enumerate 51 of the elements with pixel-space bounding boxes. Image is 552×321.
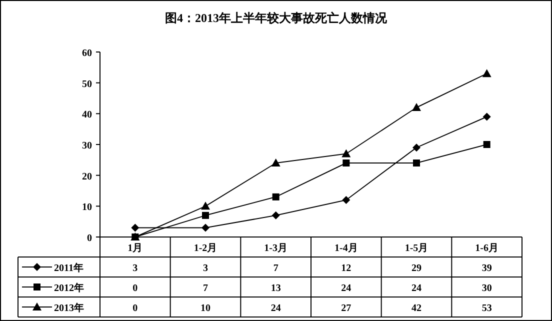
point xyxy=(272,193,280,200)
data-label: 13 xyxy=(270,283,281,294)
x-tick-label: 1月 xyxy=(128,243,143,254)
legend-label: 2013年 xyxy=(54,302,84,314)
x-tick-label: 1-2月 xyxy=(194,243,218,254)
point xyxy=(413,160,420,166)
point xyxy=(201,202,210,210)
point xyxy=(483,141,490,148)
chart-title: 图4：2013年上半年较大事故死亡人数情况 xyxy=(165,11,388,25)
point xyxy=(202,224,210,232)
x-tick-label: 1-3月 xyxy=(264,243,288,254)
point xyxy=(342,149,351,158)
data-label: 53 xyxy=(482,303,492,314)
point xyxy=(412,103,421,111)
data-label: 27 xyxy=(341,303,352,314)
data-label: 0 xyxy=(132,303,138,314)
data-label: 3 xyxy=(203,263,208,274)
legend-label: 2011年 xyxy=(54,262,84,274)
point xyxy=(271,158,280,166)
data-label: 0 xyxy=(132,283,138,294)
data-label: 3 xyxy=(132,263,138,274)
y-tick-label: 40 xyxy=(82,110,92,121)
y-tick-label: 30 xyxy=(82,140,92,152)
data-label: 7 xyxy=(273,263,278,274)
x-tick-label: 1-6月 xyxy=(475,243,499,254)
x-tick-label: 1-4月 xyxy=(334,243,358,254)
data-label: 24 xyxy=(412,283,422,294)
data-label: 24 xyxy=(341,283,352,294)
point xyxy=(202,212,209,219)
data-label: 7 xyxy=(203,283,208,294)
data-label: 12 xyxy=(341,263,352,274)
point xyxy=(131,224,140,232)
y-tick-label: 50 xyxy=(82,78,92,90)
data-label: 42 xyxy=(412,303,422,314)
x-tick-label: 1-5月 xyxy=(404,243,428,254)
data-label: 39 xyxy=(482,263,492,274)
y-tick-label: 10 xyxy=(82,202,92,214)
y-tick-label: 20 xyxy=(82,171,92,182)
point xyxy=(342,160,350,166)
data-label: 29 xyxy=(412,263,422,274)
point xyxy=(412,144,420,152)
point xyxy=(272,211,280,220)
y-tick-label: 0 xyxy=(87,233,92,244)
point xyxy=(482,69,492,78)
point xyxy=(342,196,350,204)
data-label: 10 xyxy=(200,303,210,314)
data-label: 30 xyxy=(482,283,492,294)
data-label: 24 xyxy=(270,303,281,314)
point xyxy=(482,112,491,121)
legend-label: 2012年 xyxy=(54,282,84,294)
y-tick-label: 60 xyxy=(82,48,92,59)
